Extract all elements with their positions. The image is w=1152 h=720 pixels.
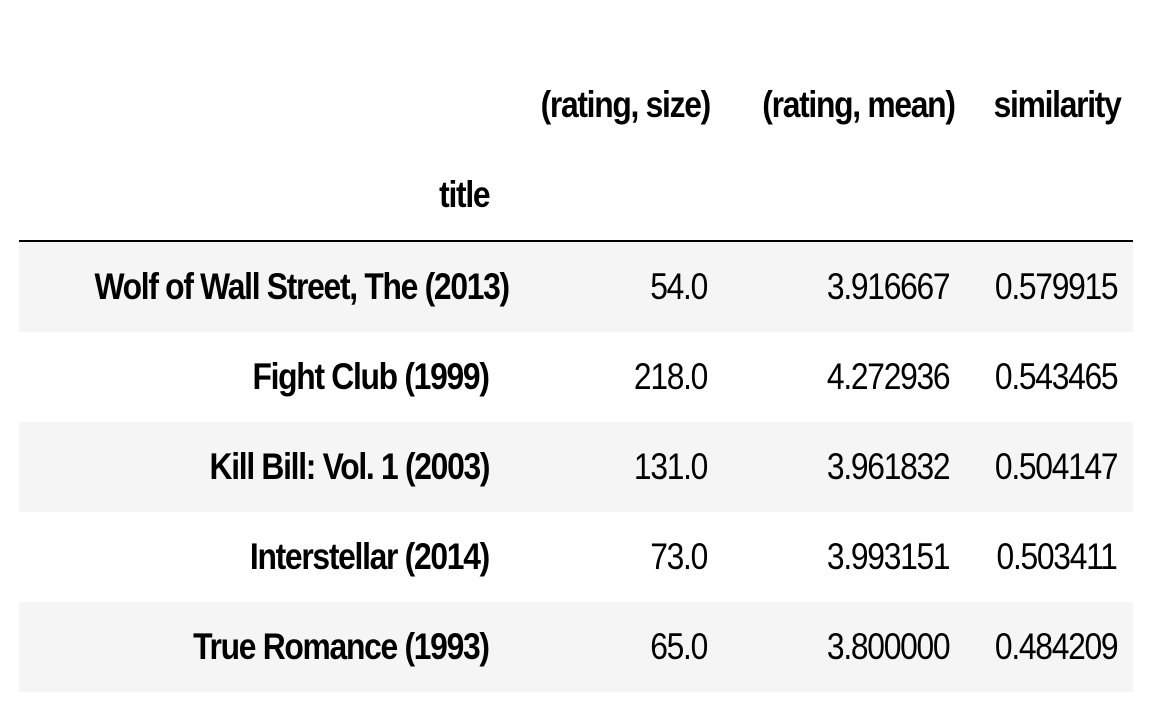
header-blank-cell (505, 150, 723, 242)
header-blank-cell (19, 60, 505, 150)
cell-rating-size: 218.0 (633, 356, 708, 397)
column-header-similarity: similarity (993, 84, 1122, 125)
row-title: Interstellar (2014) (249, 536, 490, 577)
cell-similarity: 0.504147 (994, 446, 1119, 487)
dataframe-output: (rating, size) (rating, mean) similarity… (19, 60, 1133, 692)
table-row: Wolf of Wall Street, The (2013) 54.0 3.9… (19, 241, 1133, 332)
cell-rating-mean: 3.993151 (826, 536, 951, 577)
column-header-rating-mean: (rating, mean) (762, 84, 956, 125)
cell-similarity: 0.503411 (996, 536, 1118, 577)
dataframe-table: (rating, size) (rating, mean) similarity… (19, 60, 1133, 692)
cell-rating-size: 73.0 (650, 536, 708, 577)
cell-rating-mean: 3.800000 (826, 626, 951, 667)
cell-rating-size: 131.0 (633, 446, 708, 487)
table-row: Fight Club (1999) 218.0 4.272936 0.54346… (19, 332, 1133, 422)
cell-similarity: 0.484209 (994, 626, 1119, 667)
index-name-header: title (19, 150, 505, 242)
index-header-row: title (19, 150, 1133, 242)
row-title: True Romance (1993) (193, 626, 490, 667)
table-row: Kill Bill: Vol. 1 (2003) 131.0 3.961832 … (19, 422, 1133, 512)
cell-rating-size: 65.0 (650, 626, 708, 667)
table-row: Interstellar (2014) 73.0 3.993151 0.5034… (19, 512, 1133, 602)
row-title: Fight Club (1999) (252, 356, 490, 397)
row-title: Kill Bill: Vol. 1 (2003) (209, 446, 490, 487)
column-header-row: (rating, size) (rating, mean) similarity (19, 60, 1133, 150)
cell-similarity: 0.543465 (994, 356, 1119, 397)
header-blank-cell (965, 150, 1133, 242)
cell-rating-mean: 3.916667 (826, 266, 951, 307)
row-title: Wolf of Wall Street, The (2013) (94, 266, 510, 307)
column-header-rating-size: (rating, size) (540, 84, 712, 125)
cell-rating-mean: 4.272936 (826, 356, 951, 397)
cell-rating-mean: 3.961832 (826, 446, 951, 487)
cell-similarity: 0.579915 (994, 266, 1119, 307)
cell-rating-size: 54.0 (650, 266, 708, 307)
table-row: True Romance (1993) 65.0 3.800000 0.4842… (19, 602, 1133, 692)
header-blank-cell (723, 150, 965, 242)
